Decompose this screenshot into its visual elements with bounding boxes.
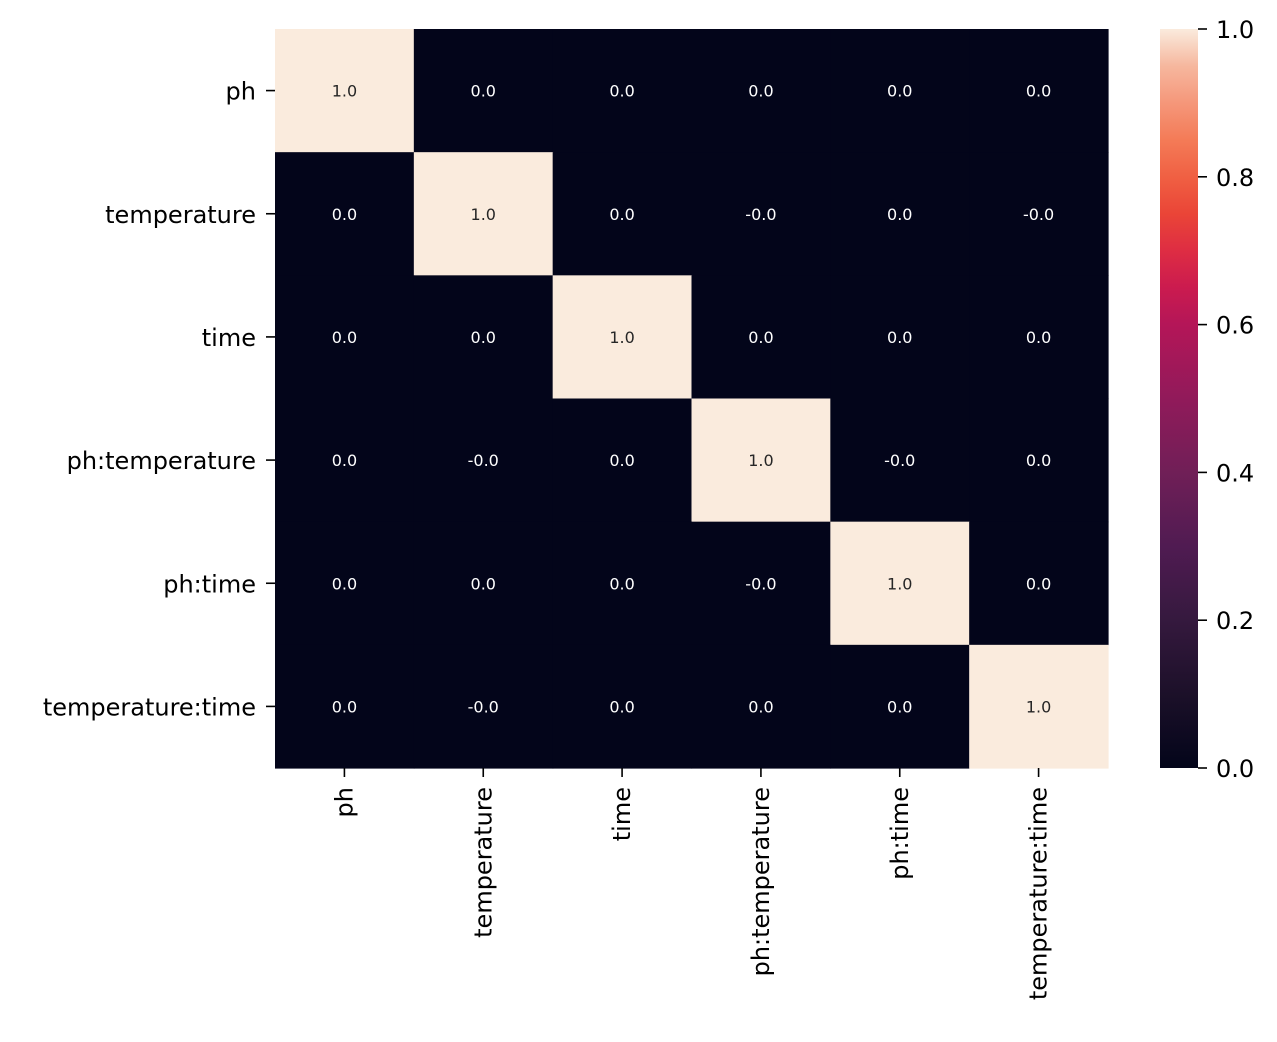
x-tick-label: time: [608, 787, 636, 841]
cell-value-label: 0.0: [1026, 574, 1051, 593]
heatmap-cell: [969, 398, 1109, 523]
cell-value-label: -0.0: [745, 205, 776, 224]
heatmap-cell: [969, 275, 1109, 400]
cell-value-label: 0.0: [332, 574, 357, 593]
cell-value-label: 0.0: [471, 328, 496, 347]
cell-value-label: 0.0: [332, 328, 357, 347]
heatmap-cell: [275, 152, 415, 276]
heatmap-cell: [552, 398, 693, 523]
heatmap-cell: [413, 29, 554, 153]
heatmap-cell: [552, 644, 693, 769]
cell-value-label: -0.0: [884, 451, 915, 470]
heatmap-cell: [969, 521, 1109, 646]
y-tick-label: time: [202, 324, 256, 352]
cell-value-label: 0.0: [471, 574, 496, 593]
cell-value-label: 0.0: [609, 205, 634, 224]
cell-value-label: -0.0: [468, 451, 499, 470]
colorbar-tick-label: 0.6: [1216, 312, 1254, 340]
heatmap-cell: [552, 152, 693, 276]
cell-value-label: 0.0: [609, 82, 634, 101]
heatmap-cell: [691, 152, 831, 276]
colorbar-tick-label: 1.0: [1216, 16, 1254, 44]
cell-value-label: 0.0: [887, 205, 912, 224]
cell-value-label: 0.0: [887, 697, 912, 716]
cell-value-label: 0.0: [748, 697, 773, 716]
x-tick-label: temperature: [469, 787, 497, 938]
x-tick-label: temperature:time: [1025, 787, 1053, 1000]
cell-value-label: 0.0: [887, 82, 912, 101]
colorbar-tick-label: 0.4: [1216, 459, 1254, 487]
heatmap-cell: [830, 275, 970, 400]
x-tick-label: ph:temperature: [747, 787, 775, 976]
heatmap-cell: [552, 275, 693, 400]
y-tick-label: ph: [226, 78, 256, 106]
cell-value-label: 1.0: [748, 451, 773, 470]
heatmap-cell: [969, 152, 1109, 276]
y-tick-label: ph:time: [163, 570, 256, 598]
cell-value-label: -0.0: [1023, 205, 1054, 224]
y-tick-label: temperature:time: [43, 693, 256, 721]
cell-value-label: 0.0: [609, 697, 634, 716]
heatmap-cell: [830, 521, 970, 646]
cell-value-label: 1.0: [332, 82, 357, 101]
heatmap-cell: [413, 644, 554, 769]
heatmap-cell: [691, 398, 831, 523]
cell-value-label: 0.0: [332, 451, 357, 470]
heatmap-cell: [830, 644, 970, 769]
cell-value-label: 1.0: [887, 574, 912, 593]
heatmap-cell: [969, 29, 1109, 153]
cell-value-label: 0.0: [887, 328, 912, 347]
cell-value-label: 0.0: [748, 82, 773, 101]
cell-value-label: 1.0: [609, 328, 634, 347]
y-axis: ph temperature time ph:temperature ph:time te…: [43, 78, 275, 721]
y-tick-label: ph:temperature: [67, 447, 256, 475]
colorbar: 0.0 0.2 0.4 0.6 0.8 1.0: [1160, 16, 1254, 783]
colorbar-tick-label: 0.8: [1216, 164, 1254, 192]
cell-value-label: -0.0: [468, 697, 499, 716]
heatmap-cell: [413, 275, 554, 400]
x-tick-label: ph:time: [886, 787, 914, 880]
heatmap-cell: [275, 275, 415, 400]
cell-value-label: -0.0: [745, 574, 776, 593]
cell-value-label: 0.0: [332, 205, 357, 224]
colorbar-tick-label: 0.0: [1216, 755, 1254, 783]
heatmap-cell: [552, 521, 693, 646]
colorbar-tick-label: 0.2: [1216, 607, 1254, 635]
y-tick-label: temperature: [105, 201, 256, 229]
heatmap-cell: [413, 521, 554, 646]
cell-value-label: 1.0: [1026, 697, 1051, 716]
cell-value-label: 0.0: [609, 574, 634, 593]
colorbar-gradient: [1160, 29, 1198, 768]
heatmap-cell: [691, 521, 831, 646]
cell-value-label: 0.0: [748, 328, 773, 347]
cell-value-label: 1.0: [471, 205, 496, 224]
heatmap-cell: [830, 152, 970, 276]
cell-value-label: 0.0: [1026, 328, 1051, 347]
heatmap-cell: [552, 29, 693, 153]
heatmap-cell: [275, 29, 415, 153]
cell-value-label: 0.0: [1026, 451, 1051, 470]
cell-value-label: 0.0: [471, 82, 496, 101]
heatmap-cell: [830, 398, 970, 523]
heatmap-cell: [275, 398, 415, 523]
heatmap-cell: [691, 644, 831, 769]
x-tick-label: ph: [330, 787, 358, 817]
heatmap-cell: [413, 152, 554, 276]
cell-value-label: 0.0: [1026, 82, 1051, 101]
cell-value-label: 0.0: [609, 451, 634, 470]
heatmap-cell: [691, 275, 831, 400]
heatmap-cells: 1.0 0.0 0.0 0.0 0.0 0.0 0.0 1.0 0.0 -0.0 0.0 -0.0 0.…: [275, 29, 1109, 769]
heatmap-cell: [275, 521, 415, 646]
heatmap-cell: [830, 29, 970, 153]
cell-value-label: 0.0: [332, 697, 357, 716]
heatmap-cell: [413, 398, 554, 523]
heatmap-cell: [691, 29, 831, 153]
heatmap-cell: [969, 644, 1109, 769]
heatmap-cell: [275, 644, 415, 769]
x-axis: ph temperature time ph:temperature ph:time te…: [330, 768, 1053, 1000]
